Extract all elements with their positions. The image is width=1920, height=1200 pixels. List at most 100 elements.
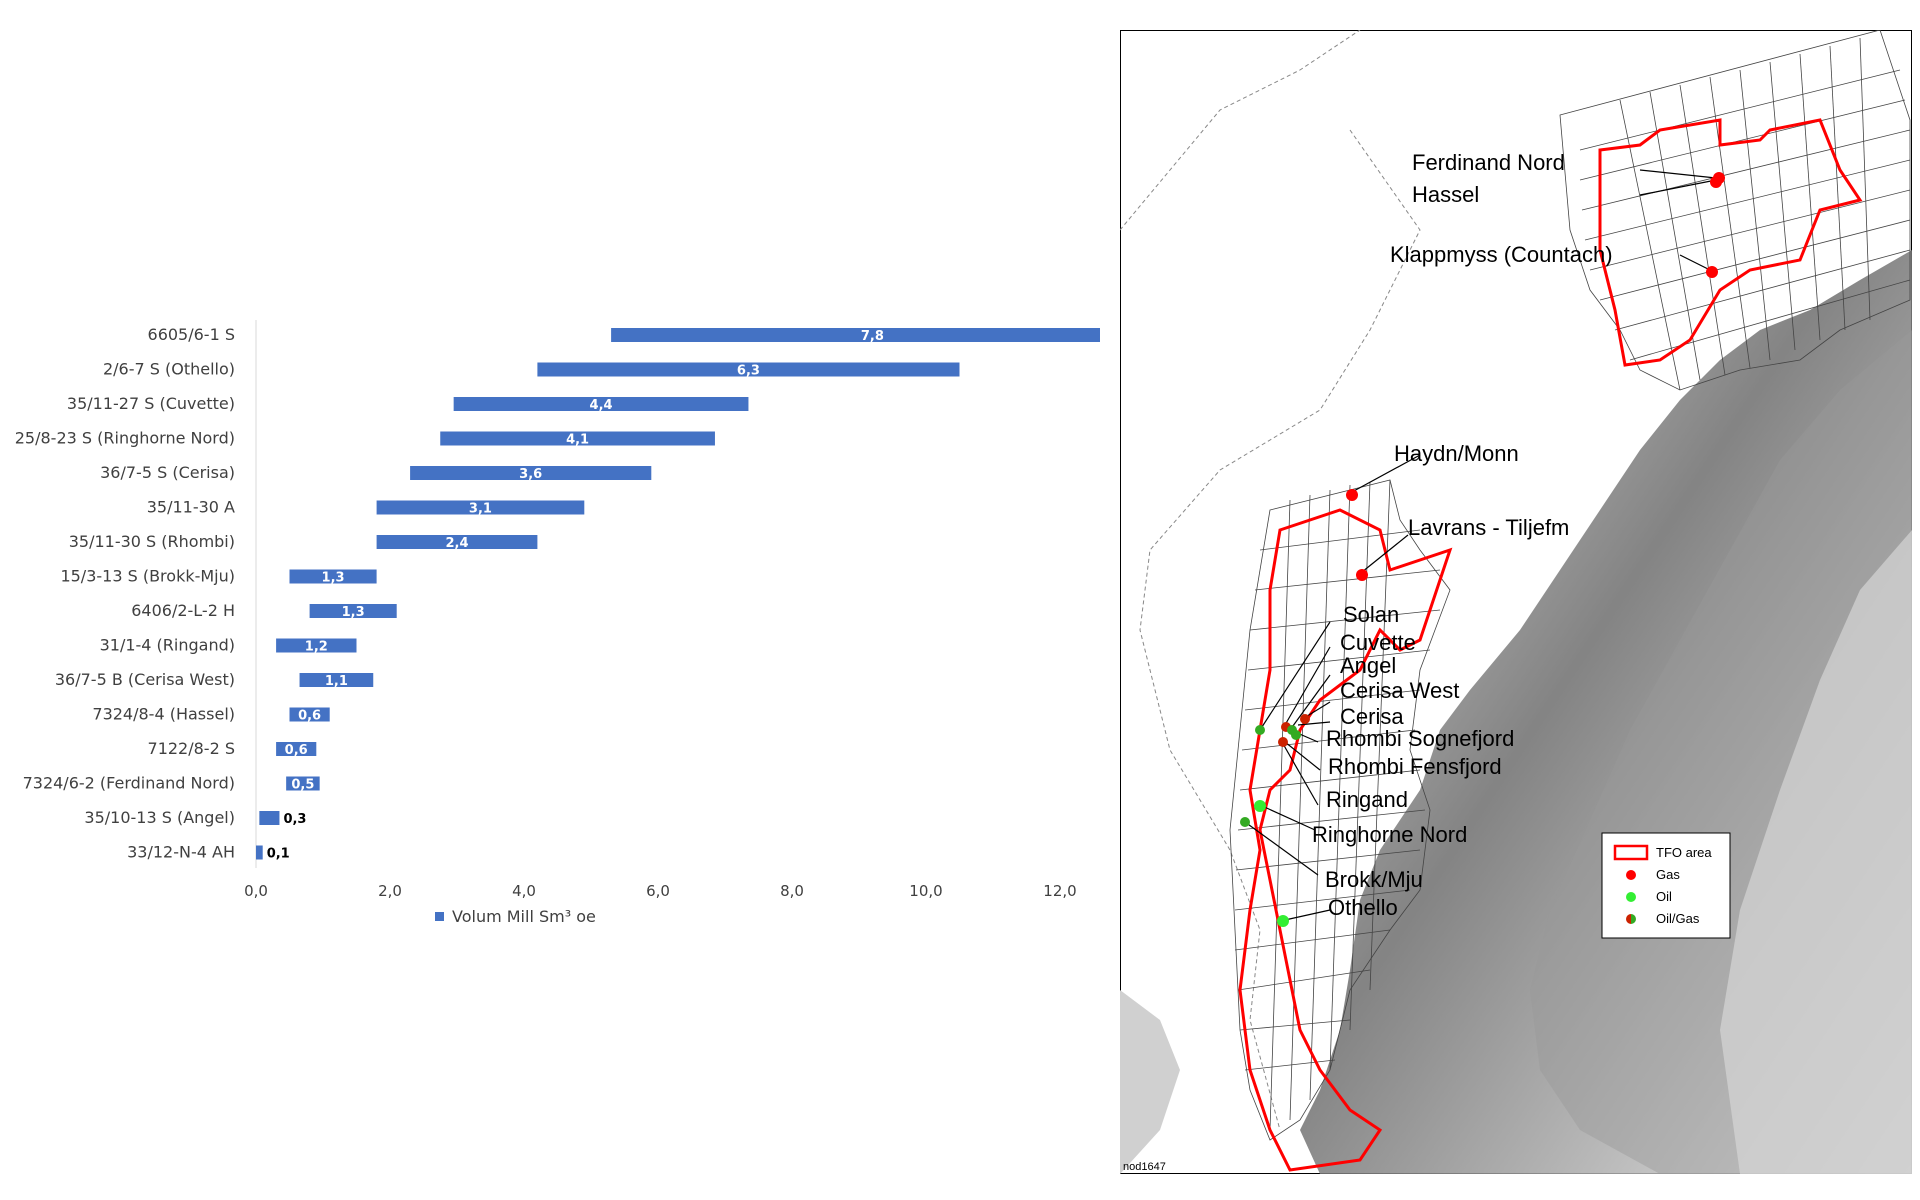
map-labels: Ferdinand Nord Hassel Klappmyss (Countac… — [1312, 150, 1613, 920]
category-label: 7324/8-4 (Hassel) — [92, 705, 235, 724]
legend-oil-swatch — [1626, 892, 1636, 902]
sweden-landmass — [1720, 530, 1912, 1174]
label-angel: Angel — [1340, 653, 1396, 678]
category-label: 35/10-13 S (Angel) — [84, 808, 235, 827]
discovery-points — [1240, 172, 1725, 927]
label-cerisa-west: Cerisa West — [1340, 678, 1459, 703]
category-label: 6605/6-1 S — [148, 325, 235, 344]
x-tick-label: 2,0 — [378, 882, 402, 900]
bar — [440, 431, 715, 446]
bar — [299, 673, 374, 687]
map-legend-box — [1601, 832, 1731, 939]
bar — [376, 500, 585, 515]
category-label: 6406/2-L-2 H — [131, 601, 235, 620]
legend-gas-swatch — [1626, 870, 1636, 880]
bar — [256, 845, 263, 860]
x-tick-labels: 0,0 2,0 4,0 6,0 8,0 10,0 12,0 — [244, 882, 1077, 900]
bar-value-label: 4,1 — [566, 433, 589, 448]
label-cerisa: Cerisa — [1340, 704, 1404, 729]
chart-legend: Volum Mill Sm³ oe — [435, 907, 596, 926]
label-rhombi-fensfjord: Rhombi Fensfjord — [1328, 754, 1502, 779]
x-tick-label: 4,0 — [512, 882, 536, 900]
category-label: 7324/6-2 (Ferdinand Nord) — [23, 774, 235, 793]
bar — [453, 397, 749, 411]
hassel-point — [1710, 176, 1722, 188]
bar-value-label: 6,3 — [737, 364, 760, 379]
map-legend: TFO area Gas Oil Oil/Gas — [1601, 832, 1731, 939]
category-label: 35/11-30 S (Rhombi) — [69, 532, 235, 551]
category-label: 33/12-N-4 AH — [127, 843, 235, 862]
bar-value-label: 7,8 — [861, 329, 884, 344]
barents-grid — [1559, 30, 1911, 391]
bar — [286, 776, 320, 791]
bar — [309, 604, 397, 618]
bar-value-label: 3,1 — [469, 502, 492, 517]
tfo-area-map: Ferdinand Nord Hassel Klappmyss (Countac… — [1120, 30, 1912, 1174]
x-tick-label: 10,0 — [909, 882, 942, 900]
category-label: 36/7-5 B (Cerisa West) — [55, 670, 235, 689]
ringand-point — [1278, 737, 1288, 747]
bars-group: 6605/6-1 S 7,8 2/6-7 S (Othello) 6,3 35/11-2… — [15, 325, 1100, 862]
label-solan: Solan — [1343, 602, 1399, 627]
bar — [289, 569, 377, 584]
category-label: 15/3-13 S (Brokk-Mju) — [60, 567, 235, 586]
bar — [410, 466, 652, 480]
x-tick-label: 6,0 — [646, 882, 670, 900]
tfo-area-north-sea — [1238, 508, 1453, 1172]
bar-value-label: 1,1 — [325, 674, 348, 689]
legend-label: Volum Mill Sm³ oe — [452, 907, 596, 926]
tfo-area-barents — [1598, 118, 1863, 367]
haydn-point — [1346, 489, 1358, 501]
leader-lines — [1244, 169, 1717, 921]
label-ferdinand-nord: Ferdinand Nord — [1412, 150, 1565, 175]
rhombi-point — [1291, 730, 1301, 740]
legend-oilgas-swatch-b — [1631, 914, 1636, 924]
legend-tfo-label: TFO area — [1656, 845, 1712, 860]
label-cuvette: Cuvette — [1340, 630, 1416, 655]
bar — [259, 811, 280, 825]
bar-value-label: 0,3 — [283, 812, 306, 827]
category-label: 25/8-23 S (Ringhorne Nord) — [15, 429, 235, 448]
bar-value-label: 2,4 — [445, 536, 468, 551]
legend-oilgas-label: Oil/Gas — [1656, 911, 1700, 926]
category-label: 2/6-7 S (Othello) — [103, 360, 235, 379]
category-label: 36/7-5 S (Cerisa) — [100, 463, 235, 482]
maritime-boundary — [1120, 30, 1361, 231]
bar-value-label: 1,3 — [342, 605, 365, 620]
uk-landmass — [1120, 990, 1180, 1174]
legend-swatch — [435, 912, 444, 921]
bar-value-label: 0,6 — [285, 743, 308, 758]
volume-bar-chart: 6605/6-1 S 7,8 2/6-7 S (Othello) 6,3 35/11-2… — [15, 320, 1100, 926]
category-label: 35/11-30 A — [147, 498, 235, 517]
map-id-label: nod1647 — [1123, 1161, 1166, 1173]
ringhorne-point — [1254, 800, 1266, 812]
bar-value-label: 0,6 — [298, 709, 321, 724]
bar-value-label: 3,6 — [519, 467, 542, 482]
bar-value-label: 0,1 — [267, 847, 290, 862]
legend-oil-label: Oil — [1656, 889, 1672, 904]
bar — [276, 638, 357, 653]
maritime-boundary-2 — [1139, 129, 1421, 1131]
legend-tfo-swatch — [1613, 844, 1649, 861]
category-label: 7122/8-2 S — [148, 739, 235, 758]
bar — [376, 535, 538, 549]
legend-oilgas-swatch-a — [1626, 914, 1631, 924]
brokk-point — [1240, 817, 1250, 827]
label-ringhorne-nord: Ringhorne Nord — [1312, 822, 1467, 847]
bar — [289, 707, 330, 722]
klappmyss-point — [1706, 266, 1718, 278]
bar — [276, 742, 317, 756]
label-hassel: Hassel — [1412, 182, 1479, 207]
bar-value-label: 1,2 — [305, 640, 328, 655]
cerisa-point — [1300, 714, 1310, 724]
x-tick-label: 8,0 — [780, 882, 804, 900]
x-tick-label: 12,0 — [1043, 882, 1076, 900]
label-lavrans: Lavrans - Tiljefm — [1408, 515, 1569, 540]
bar — [611, 328, 1100, 342]
label-ringand: Ringand — [1326, 787, 1408, 812]
bar — [537, 362, 960, 377]
label-rhombi-sognefjord: Rhombi Sognefjord — [1326, 726, 1514, 751]
category-label: 31/1-4 (Ringand) — [100, 636, 235, 655]
legend-gas-label: Gas — [1656, 867, 1680, 882]
x-tick-label: 0,0 — [244, 882, 268, 900]
